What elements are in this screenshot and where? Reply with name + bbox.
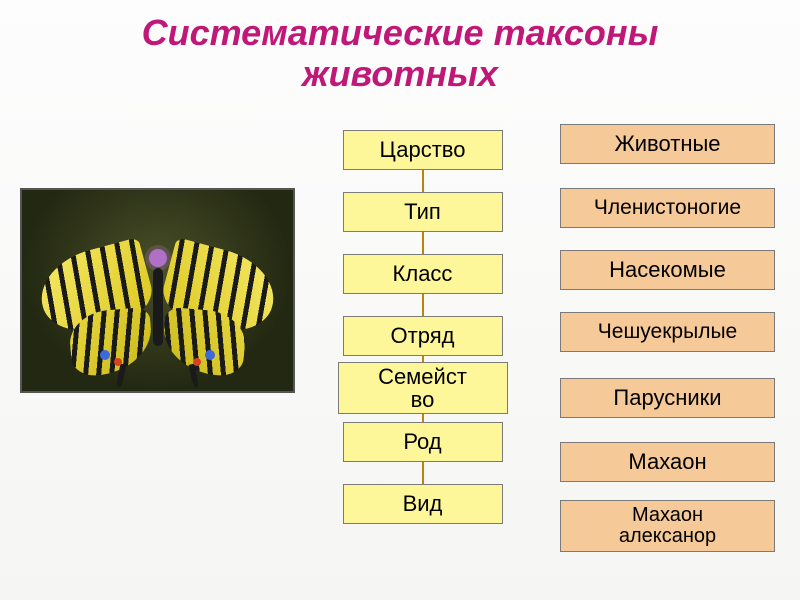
value-box: Насекомые <box>560 250 775 290</box>
rank-box: Тип <box>343 192 503 232</box>
butterfly-image <box>20 188 295 393</box>
value-box: Чешуекрылые <box>560 312 775 352</box>
rank-label: Тип <box>404 199 441 225</box>
value-label: Животные <box>614 131 720 157</box>
value-label: Парусники <box>613 385 721 411</box>
rank-connector <box>422 462 424 484</box>
rank-connector <box>422 414 424 422</box>
value-label: Махаон <box>628 449 706 475</box>
rank-box: Род <box>343 422 503 462</box>
rank-box: Семейство <box>338 362 508 414</box>
value-label: Членистоногие <box>594 196 741 220</box>
rank-label: Отряд <box>391 323 455 349</box>
rank-box: Отряд <box>343 316 503 356</box>
title-line-2: животных <box>0 53 800 94</box>
rank-box: Вид <box>343 484 503 524</box>
rank-connector <box>422 232 424 254</box>
rank-connector <box>422 170 424 192</box>
value-box: Махаон <box>560 442 775 482</box>
rank-label: Род <box>403 429 441 455</box>
value-label-line: Махаон <box>632 505 703 526</box>
title-line-1: Систематические таксоны <box>0 12 800 53</box>
slide-title: Систематические таксоны животных <box>0 0 800 95</box>
rank-label: Вид <box>403 491 443 517</box>
rank-connector <box>422 294 424 316</box>
rank-label-line: Семейст <box>378 365 467 388</box>
value-box: Членистоногие <box>560 188 775 228</box>
rank-column: Царство Тип Класс Отряд Семейство Род Вид <box>320 130 525 524</box>
value-column: Животные Членистоногие Насекомые Чешуекрылы… <box>560 130 775 570</box>
rank-label-line: во <box>411 388 435 411</box>
value-box: Махаоналексанор <box>560 500 775 552</box>
value-label: Насекомые <box>609 257 726 283</box>
value-label-line: алексанор <box>619 526 716 547</box>
value-box: Животные <box>560 124 775 164</box>
butterfly-illustration <box>22 190 293 391</box>
value-box: Парусники <box>560 378 775 418</box>
rank-box: Царство <box>343 130 503 170</box>
value-label: Чешуекрылые <box>598 320 737 344</box>
rank-box: Класс <box>343 254 503 294</box>
rank-label: Класс <box>393 261 453 287</box>
rank-label: Царство <box>380 137 466 163</box>
